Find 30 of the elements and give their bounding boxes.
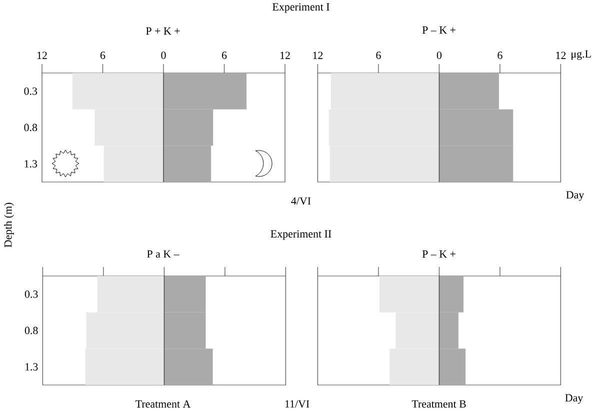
text: Experiment II <box>270 230 332 240</box>
x-axis-title: Treatment B <box>412 400 466 408</box>
text: 11/VI <box>285 400 310 408</box>
chart-title: P a K – <box>147 250 180 258</box>
y-tick-label: 1.3 <box>25 363 38 371</box>
y-axis-title: Depth (m) <box>4 202 14 248</box>
x-tick-label: 6 <box>222 52 227 59</box>
x-tick-label: 0 <box>161 52 166 59</box>
y-tick-label: 0.8 <box>24 124 38 132</box>
x-tick-label: 6 <box>376 52 381 59</box>
text: 4/VI <box>291 197 311 205</box>
chart-title: P – K + <box>422 250 456 258</box>
text: Day <box>565 394 584 404</box>
x-tick-label: 12 <box>37 52 47 59</box>
x-tick-label: 12 <box>313 52 323 59</box>
chart-title: P – K + <box>422 26 456 34</box>
x-axis-title: μg.L <box>572 50 591 60</box>
y-tick-label: 0.3 <box>24 87 38 95</box>
x-tick-label: 12 <box>280 52 290 59</box>
x-tick-label: 6 <box>100 52 106 59</box>
y-tick-label: 0.8 <box>24 326 38 334</box>
x-tick-label: 0 <box>436 52 442 59</box>
x-tick-label: 12 <box>556 52 566 59</box>
text: Day <box>566 191 584 201</box>
chart-title: P + K + <box>146 27 180 35</box>
x-axis-title: Treatment A <box>136 400 191 408</box>
y-tick-label: 0.3 <box>24 290 38 298</box>
y-tick-label: 1.3 <box>24 160 38 168</box>
x-tick-label: 6 <box>498 52 502 59</box>
text: Experiment I <box>272 3 330 13</box>
